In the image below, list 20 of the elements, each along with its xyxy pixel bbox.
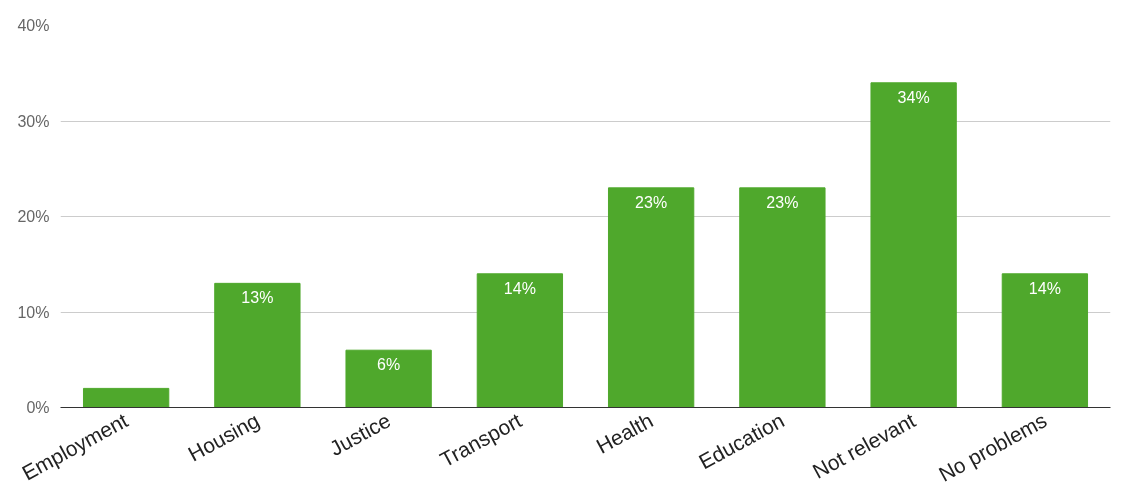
- bar: [82, 387, 170, 408]
- y-tick-label: 20%: [17, 208, 50, 225]
- data-label: 13%: [241, 289, 274, 307]
- data-label: 14%: [503, 279, 536, 297]
- bar: [476, 273, 564, 408]
- y-tick-label: 30%: [17, 112, 50, 130]
- bar: [739, 187, 826, 408]
- data-label: 23%: [635, 193, 668, 211]
- bar: [1001, 273, 1089, 408]
- y-tick-label: 10%: [17, 303, 50, 321]
- y-tick-label: 40%: [17, 17, 50, 34]
- data-label: 14%: [1028, 279, 1061, 297]
- data-label: 23%: [766, 193, 799, 211]
- data-label: 34%: [897, 88, 930, 106]
- bar: [214, 282, 301, 408]
- bar: [607, 187, 695, 408]
- bar: [870, 82, 957, 408]
- bar: [345, 349, 432, 408]
- data-label: 6%: [377, 356, 401, 374]
- y-tick-label: 0%: [26, 399, 50, 416]
